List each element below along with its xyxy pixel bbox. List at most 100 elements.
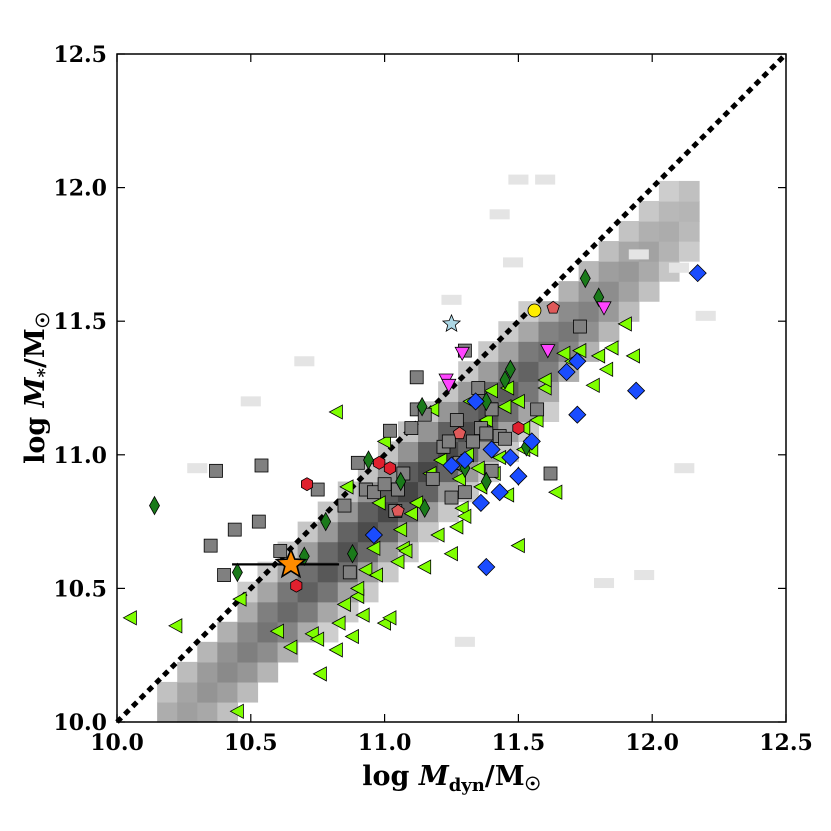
density-bin [438, 501, 459, 523]
density-bin [294, 356, 315, 367]
data-point-triangle-left [424, 401, 440, 418]
density-bin [578, 301, 600, 322]
data-point-triangle-down [596, 301, 612, 316]
data-point-square [366, 485, 381, 500]
y-tick-label: 10.5 [53, 576, 107, 602]
density-bin [177, 661, 198, 683]
density-bin [237, 601, 259, 623]
y-tick-label: 11.5 [53, 309, 107, 335]
data-point-triangle-left [598, 361, 614, 377]
data-point-square [383, 423, 397, 438]
x-tick-label: 11.5 [492, 730, 546, 756]
data-point-triangle-left [510, 537, 525, 554]
data-point-diamond [477, 557, 496, 577]
density-bin [177, 681, 198, 703]
data-point-thin-diamond [504, 359, 516, 380]
density-bin [418, 521, 439, 543]
data-point-star-large [274, 547, 308, 579]
density-bin [503, 257, 524, 268]
y-tick-label: 10.0 [53, 710, 107, 736]
data-point-thin-diamond [480, 391, 492, 412]
data-point-triangle-left [454, 500, 469, 516]
data-point-square [479, 426, 494, 441]
data-point-triangle-left [349, 580, 365, 597]
density-bin [518, 321, 540, 342]
density-bin [598, 281, 620, 302]
data-point-triangle-left [368, 567, 384, 583]
data-point-diamond [442, 456, 461, 475]
density-bin [598, 321, 620, 342]
density-bin [638, 261, 660, 282]
density-bin [257, 621, 279, 643]
data-point-square [217, 568, 231, 582]
plot-frame [116, 53, 787, 723]
data-point-triangle-left [371, 495, 386, 511]
data-point-triangle-left [358, 562, 373, 578]
density-bin [695, 310, 716, 321]
density-bin [377, 561, 399, 583]
density-bin [418, 421, 439, 443]
data-point-triangle-left [483, 383, 499, 399]
data-point-pentagon [391, 503, 405, 517]
data-point-triangle-left [309, 631, 325, 647]
data-point-diamond [364, 525, 383, 545]
data-point-square [457, 485, 472, 500]
density-bin [217, 701, 239, 723]
data-point-triangle-left [556, 345, 571, 361]
data-point-thin-diamond [363, 450, 374, 470]
data-point-thin-diamond [499, 370, 511, 390]
data-point-square [441, 434, 456, 449]
density-bin [618, 221, 640, 242]
data-point-triangle-left [390, 554, 405, 570]
density-bin [297, 561, 319, 583]
density-bin [478, 361, 499, 382]
x-tick-label: 12.0 [625, 730, 679, 756]
data-point-triangle-left [449, 519, 464, 535]
density-bin [678, 180, 700, 202]
density-bin [197, 681, 218, 703]
density-bin [257, 601, 279, 623]
density-bin [518, 341, 540, 362]
data-point-triangle-left [430, 527, 445, 543]
density-bin [508, 174, 529, 185]
data-point-triangle-left [451, 471, 466, 487]
data-point-triangle-left [376, 433, 392, 450]
density-bin [598, 241, 620, 262]
density-bin [237, 661, 259, 683]
data-point-hexagon [512, 421, 525, 436]
data-point-triangle-left [339, 479, 354, 495]
data-point-triangle-left [625, 348, 640, 364]
data-point-thin-diamond [320, 511, 332, 532]
data-point-triangle-left [590, 348, 606, 364]
data-point-triangle-left [168, 618, 183, 634]
data-point-triangle-left [403, 505, 418, 522]
density-bin [217, 681, 239, 703]
data-point-square [203, 538, 218, 553]
data-point-triangle-left [283, 639, 298, 655]
y-tick-label: 12.5 [53, 42, 107, 68]
data-point-triangle-left [537, 372, 552, 388]
density-bin [337, 521, 359, 543]
data-point-square [409, 370, 424, 385]
y-axis-label: log M*/M☉ [20, 312, 55, 464]
data-point-triangle-down [441, 378, 457, 394]
data-point-square [444, 490, 459, 505]
data-point-triangle-left [443, 546, 458, 562]
density-bin [357, 501, 379, 523]
density-bin [157, 681, 178, 703]
density-bin [317, 601, 339, 623]
data-point-pentagon [452, 426, 467, 440]
data-point-square [466, 434, 480, 449]
data-point-circle [527, 303, 542, 318]
data-point-triangle-left [312, 666, 327, 682]
data-point-square [209, 463, 223, 478]
data-point-hexagon [300, 477, 314, 492]
data-point-diamond [627, 381, 646, 400]
density-bin [489, 209, 510, 220]
data-point-pentagon [546, 300, 560, 314]
data-point-triangle-left [585, 377, 600, 393]
density-bin [454, 636, 475, 647]
density-bin [377, 541, 399, 563]
data-point-triangle-left [432, 452, 448, 468]
